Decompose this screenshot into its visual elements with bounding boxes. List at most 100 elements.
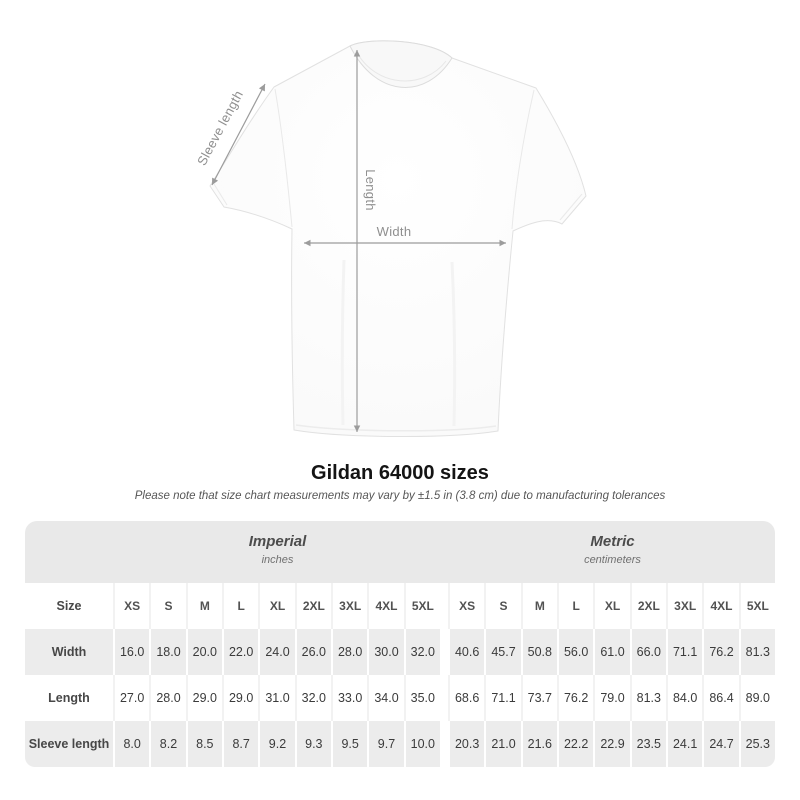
value-cell: 24.7 (704, 720, 739, 767)
value-cell: 27.0 (115, 675, 149, 721)
page-title: Gildan 64000 sizes (311, 462, 489, 484)
value-cell: 8.0 (115, 720, 150, 767)
value-cell: 16.0 (115, 628, 150, 675)
size-col-header: 3XL (668, 583, 702, 629)
value-cell: 76.2 (704, 628, 739, 675)
value-cell: 50.8 (522, 628, 557, 675)
section-divider (442, 629, 448, 675)
metric-label: Metric (590, 532, 635, 550)
row-label: Size (56, 598, 82, 613)
value-cell: 84.0 (668, 675, 702, 721)
value-cell: 10.0 (405, 720, 440, 767)
value-cell: 40.6 (449, 628, 485, 675)
size-col-header: M (523, 583, 557, 629)
value-cell: 22.9 (595, 720, 630, 767)
value-cell: 73.7 (523, 675, 557, 721)
table-row: Sleeve length 8.0 8.2 8.5 8.7 9.2 9.3 9.5 9.7 10.… (25, 720, 775, 767)
value-cell: 45.7 (486, 628, 521, 675)
value-cell: 24.1 (667, 720, 703, 767)
size-col-header: M (188, 583, 222, 629)
value-cell: 32.0 (405, 628, 440, 675)
table-row: Width 16.0 18.0 20.0 22.0 24.0 26.0 28.0 30.0 32.… (25, 628, 775, 675)
value-cell: 18.0 (151, 628, 186, 675)
size-col-header: L (559, 583, 593, 629)
size-col-header: 3XL (333, 583, 367, 629)
value-cell: 8.2 (151, 720, 186, 767)
size-table-body: Size XS S M L XL 2XL 3XL 4XL 5XL XS S M L XL 2XL 3XL 4XL 5… (25, 583, 775, 767)
row-label: Length (48, 690, 90, 705)
imperial-label: Imperial (248, 532, 307, 550)
value-cell: 81.3 (632, 675, 666, 721)
value-cell: 61.0 (595, 628, 630, 675)
value-cell: 21.6 (522, 720, 557, 767)
size-col-header: 5XL (406, 583, 440, 629)
size-col-header: 4XL (704, 583, 738, 629)
value-cell: 28.0 (332, 628, 368, 675)
size-col-header: 2XL (297, 583, 331, 629)
value-cell: 20.0 (187, 628, 222, 675)
imperial-unit-label: inches (261, 553, 294, 566)
value-cell: 86.4 (704, 675, 738, 721)
size-col-header: XS (450, 583, 484, 629)
value-cell: 9.7 (369, 720, 404, 767)
value-cell: 79.0 (595, 675, 629, 721)
value-cell: 71.1 (486, 675, 520, 721)
shirt-body (209, 40, 587, 438)
length-label: Length (363, 169, 378, 211)
tshirt-measurement-diagram: Width Length Sleeve length (194, 40, 587, 438)
size-col-header: 5XL (741, 583, 775, 629)
shirt-collar (349, 40, 453, 88)
size-col-header: 2XL (632, 583, 666, 629)
value-cell: 71.1 (667, 628, 703, 675)
tshirt-illustration (209, 40, 587, 438)
metric-section-header: Metric centimeters (450, 521, 775, 583)
metric-unit-label: centimeters (584, 553, 641, 566)
value-cell: 9.3 (296, 720, 331, 767)
value-cell: 33.0 (333, 675, 367, 721)
value-cell: 8.5 (187, 720, 222, 767)
value-cell: 32.0 (297, 675, 331, 721)
value-cell: 89.0 (741, 675, 775, 721)
imperial-section-header: Imperial inches (115, 521, 440, 583)
value-cell: 21.0 (486, 720, 521, 767)
size-col-header: L (224, 583, 258, 629)
tolerance-note: Please note that size chart measurements… (134, 490, 666, 502)
shirt-shading (213, 50, 583, 432)
section-divider (442, 675, 448, 721)
size-table: Imperial inches Metric centimeters Size X… (25, 520, 775, 767)
value-cell: 9.5 (332, 720, 368, 767)
value-cell: 56.0 (558, 628, 594, 675)
value-cell: 22.0 (223, 628, 259, 675)
value-cell: 76.2 (559, 675, 593, 721)
value-cell: 24.0 (260, 628, 295, 675)
value-cell: 68.6 (450, 675, 484, 721)
value-cell: 34.0 (369, 675, 403, 721)
value-cell: 25.3 (740, 720, 775, 767)
size-col-header: S (486, 583, 520, 629)
value-cell: 20.3 (449, 720, 485, 767)
width-label: Width (377, 224, 412, 239)
value-cell: 23.5 (631, 720, 666, 767)
section-divider (442, 721, 448, 767)
size-header-row: Size XS S M L XL 2XL 3XL 4XL 5XL XS S M L XL 2XL 3XL 4XL 5… (25, 583, 775, 629)
value-cell: 81.3 (740, 628, 775, 675)
measurement-annotations (211, 50, 506, 432)
value-cell: 66.0 (631, 628, 666, 675)
value-cell: 28.0 (151, 675, 185, 721)
value-cell: 35.0 (406, 675, 440, 721)
value-cell: 22.2 (558, 720, 594, 767)
value-cell: 29.0 (224, 675, 258, 721)
value-cell: 31.0 (260, 675, 294, 721)
size-col-header: S (151, 583, 185, 629)
value-cell: 9.2 (260, 720, 295, 767)
size-col-header: XL (260, 583, 294, 629)
value-cell: 26.0 (296, 628, 331, 675)
value-cell: 29.0 (188, 675, 222, 721)
table-row: Length 27.0 28.0 29.0 29.0 31.0 32.0 33.0 34.0 35… (25, 675, 775, 721)
unit-section-header: Imperial inches Metric centimeters (25, 520, 775, 583)
row-label: Sleeve length (25, 720, 113, 767)
value-cell: 8.7 (223, 720, 259, 767)
section-divider (442, 583, 448, 629)
size-col-header: 4XL (369, 583, 403, 629)
